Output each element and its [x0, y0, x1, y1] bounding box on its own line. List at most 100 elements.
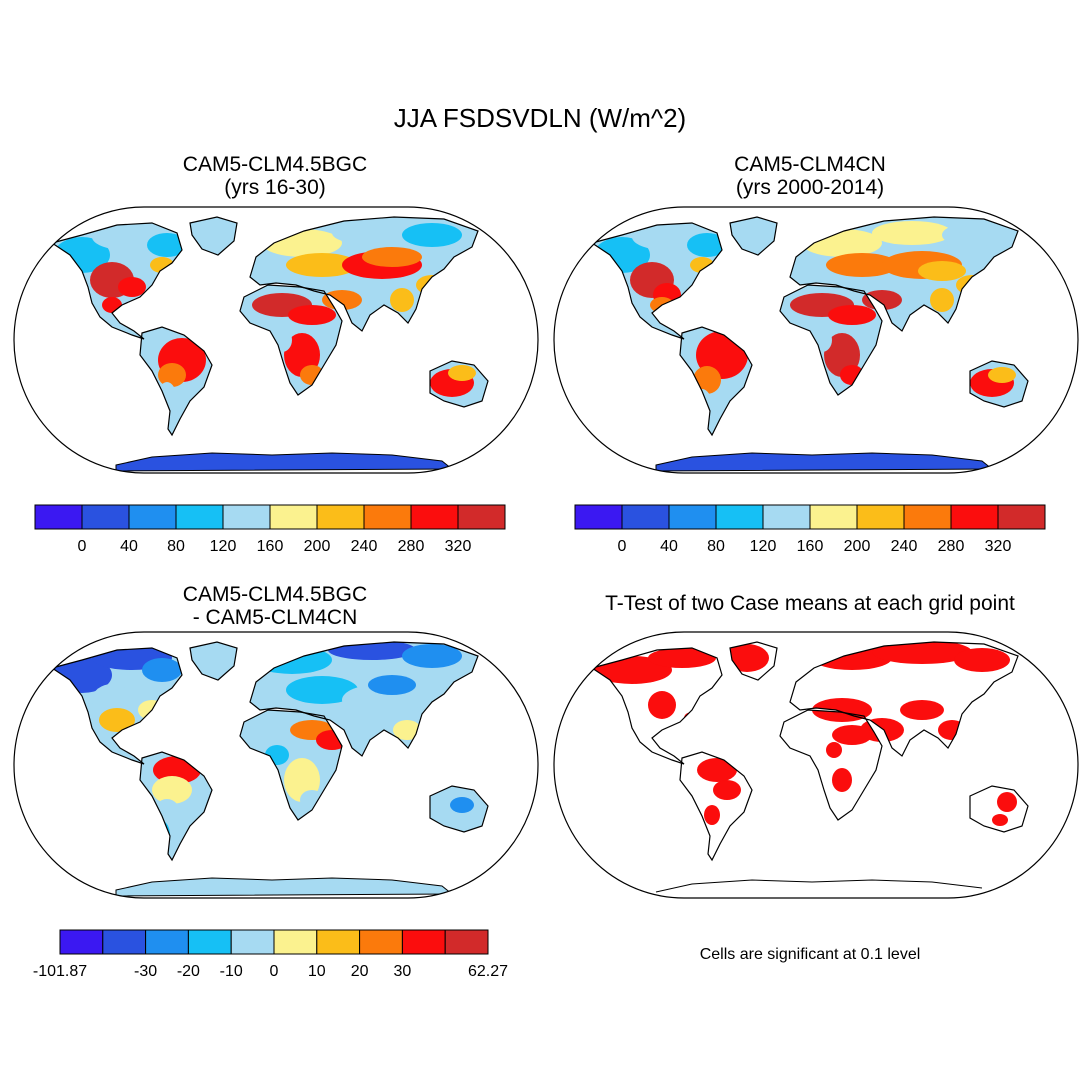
coastline: [679, 751, 753, 862]
colorbar-swatch: [574, 504, 623, 530]
colorbar-swatch: [269, 504, 318, 530]
colorbar-swatch: [102, 929, 147, 955]
field-cell: [942, 223, 1002, 247]
colorbar-tick-label: 40: [660, 538, 678, 555]
field-cell: [249, 720, 305, 740]
field-cell: [332, 221, 412, 245]
colorbar-swatch: [457, 504, 506, 530]
coastline: [969, 785, 1029, 833]
field-cell: [713, 780, 741, 800]
field-cell: [872, 642, 972, 664]
panel-title-bgc: CAM5-CLM4.5BGC (yrs 16-30): [125, 153, 425, 199]
colorbar-tick-label: 240: [891, 538, 918, 555]
field-cell: [930, 288, 954, 312]
colorbar-swatch: [363, 504, 412, 530]
map-border: [553, 206, 1079, 474]
field-cell: [152, 776, 192, 804]
field-cell: [872, 221, 952, 245]
colorbar-tick-label: 320: [985, 538, 1012, 555]
coastline: [590, 222, 723, 340]
antarctica-region: [115, 877, 454, 897]
map-panel-cn: [553, 206, 1079, 474]
field-cell: [812, 698, 872, 722]
coastline: [189, 641, 238, 681]
field-cell: [448, 365, 476, 381]
colorbar-tick-label: 0: [270, 963, 279, 980]
colorbar-swatch: [444, 929, 489, 955]
panel-title-ttest: T-Test of two Case means at each grid po…: [605, 592, 1015, 615]
colorbar-tick-label: -30: [134, 963, 157, 980]
field-cell: [158, 363, 186, 387]
colorbar-tick-label: 0: [78, 538, 87, 555]
colorbar-tick-label: 0: [618, 538, 627, 555]
colorbar-swatch: [316, 504, 365, 530]
ttest-note: Cells are significant at 0.1 level: [699, 946, 921, 963]
colorbar-cn: 0 40 80 120 160 200 240 280 320: [574, 504, 1046, 555]
field-cell: [362, 247, 422, 267]
panel-title-diff-line1: CAM5-CLM4.5BGC: [182, 583, 368, 606]
panel-title-cn-line1: CAM5-CLM4CN: [734, 153, 886, 176]
colorbar-swatch: [175, 504, 224, 530]
field-cell: [322, 290, 362, 310]
colorbar-tick-label: 200: [304, 538, 331, 555]
field-cell: [704, 805, 720, 825]
colorbar-tick-label: 280: [398, 538, 425, 555]
field-cell: [286, 253, 358, 277]
figure-title: JJA FSDSVDLN (W/m^2): [393, 103, 687, 133]
coastline: [249, 216, 479, 332]
field-cell: [687, 233, 727, 257]
colorbar-tick-label: 120: [750, 538, 777, 555]
coastline: [239, 284, 343, 396]
colorbar-swatch: [856, 504, 905, 530]
panel-title-bgc-line2: (yrs 16-30): [224, 176, 326, 199]
colorbar-swatch: [997, 504, 1046, 530]
coastline: [50, 222, 183, 340]
colorbar-tick-label: -20: [177, 963, 200, 980]
field-cell: [828, 305, 876, 325]
colorbar-swatch: [715, 504, 764, 530]
coastline: [50, 647, 183, 765]
map-border: [13, 206, 539, 474]
colorbar-swatch: [621, 504, 670, 530]
colorbar-tick-label: 120: [210, 538, 237, 555]
field-cell: [99, 708, 135, 732]
colorbar-tick-label: 240: [351, 538, 378, 555]
field-cell: [918, 261, 966, 281]
field-cell: [997, 792, 1017, 812]
antarctica-region: [655, 452, 994, 472]
panel-title-bgc-line1: CAM5-CLM4.5BGC: [182, 153, 368, 176]
coastline: [139, 326, 213, 437]
field-cell: [147, 233, 187, 257]
field-cell: [393, 720, 421, 740]
coastline: [429, 360, 489, 408]
map-border: [13, 631, 539, 899]
colorbar-swatch: [809, 504, 858, 530]
field-cell: [92, 684, 132, 716]
coastline: [729, 216, 778, 256]
colorbar-swatch: [128, 504, 177, 530]
field-cell: [697, 758, 737, 782]
coastline: [249, 641, 479, 757]
map-panel-diff: [13, 631, 539, 899]
colorbar-tick-label: -10: [220, 963, 243, 980]
field-cell: [288, 305, 336, 325]
colorbar-swatch: [950, 504, 999, 530]
coastline: [429, 785, 489, 833]
colorbar-tick-label: 320: [445, 538, 472, 555]
field-cell: [368, 675, 416, 695]
colorbar-bgc: 0 40 80 120 160 200 240 280 320: [34, 504, 506, 555]
colorbar-swatch: [187, 929, 232, 955]
coastline: [779, 284, 883, 396]
coastline: [139, 751, 213, 862]
field-cell: [142, 658, 182, 682]
colorbar-tick-label: 40: [120, 538, 138, 555]
colorbar-swatch: [222, 504, 271, 530]
panel-title-cn-line2: (yrs 2000-2014): [735, 176, 885, 199]
panel-title-cn: CAM5-CLM4CN (yrs 2000-2014): [660, 153, 960, 199]
field-cell: [832, 768, 852, 792]
colorbar-swatch: [34, 504, 83, 530]
colorbar-tick-label: 160: [797, 538, 824, 555]
colorbar-tick-label: 160: [257, 538, 284, 555]
colorbar-swatch: [762, 504, 811, 530]
colorbar-swatch: [81, 504, 130, 530]
